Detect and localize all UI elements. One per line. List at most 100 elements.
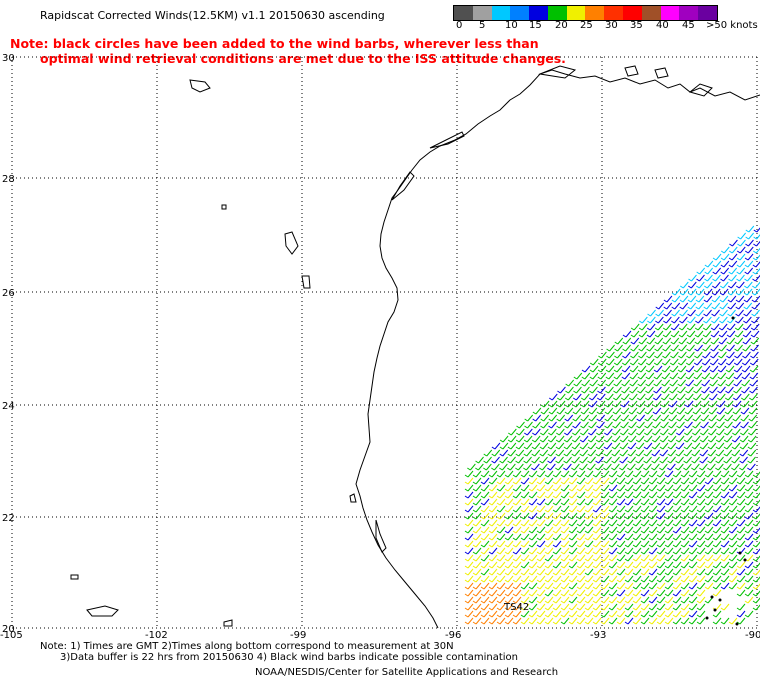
wind-barb: [620, 407, 630, 415]
wind-barb: [728, 246, 738, 254]
colorbar-segment: [454, 6, 473, 20]
wind-barb: [719, 316, 728, 324]
contamination-circle: [718, 598, 722, 602]
wind-barb: [736, 617, 746, 625]
wind-barb: [603, 456, 612, 464]
wind-barb: [702, 337, 712, 345]
wind-barb: [731, 463, 740, 471]
wind-barb: [654, 330, 664, 338]
wind-barb: [696, 512, 706, 520]
wind-barb: [672, 477, 682, 485]
wind-barb: [668, 414, 678, 422]
wind-barb: [736, 589, 746, 597]
wind-barb: [659, 449, 669, 457]
wind-barb: [504, 477, 514, 485]
wind-barb: [480, 533, 490, 541]
wind-barb: [480, 505, 490, 513]
wind-barb: [589, 372, 599, 380]
wind-barb: [696, 470, 706, 478]
wind-barb: [587, 463, 596, 471]
wind-barb: [608, 575, 618, 583]
wind-barb: [528, 589, 538, 597]
wind-barb: [572, 414, 582, 422]
wind-barb: [467, 463, 476, 471]
wind-barb: [464, 603, 474, 611]
wind-barb: [753, 234, 760, 240]
wind-barb: [709, 365, 719, 373]
wind-barb: [576, 582, 586, 590]
wind-barb: [693, 365, 703, 373]
wind-barb: [656, 533, 666, 541]
wind-barb: [653, 386, 662, 394]
wind-barb: [600, 582, 610, 590]
wind-barb: [717, 386, 726, 394]
wind-barb: [621, 358, 631, 366]
wind-barb: [659, 435, 669, 443]
wind-barb: [645, 379, 655, 387]
wind-barb: [656, 498, 666, 506]
wind-barb: [548, 421, 557, 429]
wind-barb: [679, 288, 689, 296]
wind-barb: [504, 526, 514, 534]
colorbar-labels: 0 5 10 15 20 25 30 35 40 45 >50 knots: [448, 20, 760, 34]
wind-barb: [556, 393, 566, 401]
wind-barb: [744, 260, 754, 268]
latitude-label: 26: [2, 288, 15, 299]
wind-barb: [544, 589, 554, 597]
wind-barb: [664, 589, 674, 597]
wind-barb: [547, 463, 556, 471]
wind-barb: [704, 547, 714, 555]
wind-barb: [552, 596, 562, 604]
wind-barb: [752, 513, 760, 520]
wind-barb: [504, 568, 514, 576]
wind-barb: [688, 498, 698, 506]
wind-barb: [611, 442, 621, 450]
wind-barb: [752, 506, 760, 513]
wind-barb: [499, 463, 508, 471]
wind-barb: [504, 540, 514, 548]
wind-barb: [544, 547, 554, 555]
wind-barb: [702, 323, 712, 331]
wind-barb: [696, 267, 706, 275]
wind-barb: [716, 393, 726, 401]
wind-barb: [707, 456, 716, 464]
wind-barb: [676, 414, 686, 422]
wind-barb: [584, 526, 594, 534]
wind-barb: [512, 610, 522, 618]
wind-barb: [624, 582, 634, 590]
wind-barb: [571, 435, 581, 443]
wind-barb: [728, 477, 738, 485]
wind-barb: [648, 484, 658, 492]
wind-barb: [564, 428, 573, 436]
wind-barb: [691, 449, 701, 457]
wind-barb: [751, 288, 760, 296]
wind-barb: [687, 302, 697, 310]
wind-barb: [552, 484, 562, 492]
wind-barb: [704, 519, 714, 527]
wind-barb: [552, 589, 562, 597]
wind-barb: [512, 526, 522, 534]
wind-barb: [584, 505, 594, 513]
wind-barb: [576, 554, 586, 562]
wind-barb: [638, 323, 648, 331]
wind-barb: [688, 484, 698, 492]
wind-barb: [528, 470, 538, 478]
red-warning-note: Note: black circles have been added to t…: [10, 36, 566, 66]
wind-barb: [723, 435, 733, 443]
wind-barb: [688, 582, 698, 590]
wind-barb: [662, 337, 672, 345]
wind-barb: [704, 526, 714, 534]
wind-barb: [696, 610, 706, 618]
wind-barb: [552, 582, 562, 590]
wind-barb: [608, 512, 618, 520]
wind-barb: [488, 505, 498, 513]
wind-barb: [600, 554, 610, 562]
colorbar-segment: [679, 6, 699, 20]
colorbar-segment: [660, 6, 680, 20]
wind-barb: [644, 393, 654, 401]
wind-barb: [603, 463, 612, 471]
wind-barb: [744, 561, 754, 569]
wind-barb: [536, 596, 546, 604]
wind-barb: [536, 505, 546, 513]
wind-barb: [679, 302, 689, 310]
